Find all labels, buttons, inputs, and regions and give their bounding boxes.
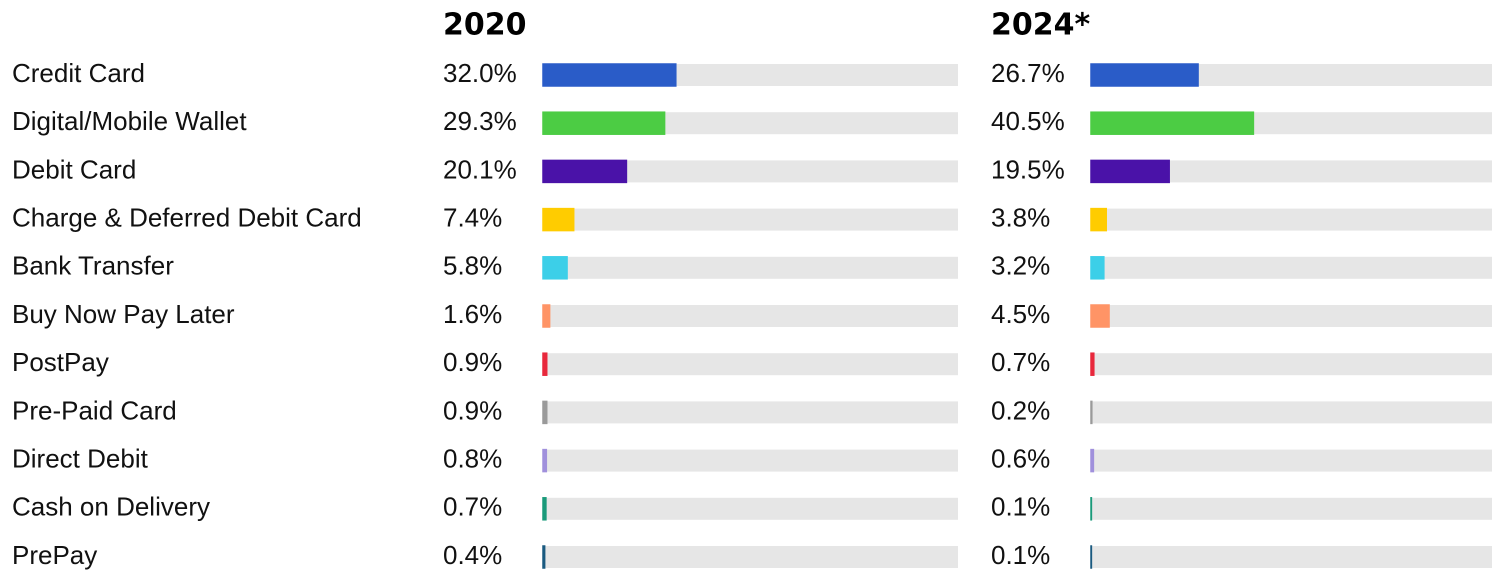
bar [1090,400,1093,425]
bar-track [1091,160,1492,183]
bar-track [1091,449,1492,472]
bar-track [1091,208,1492,231]
bar [542,400,548,425]
category-label: Digital/Mobile Wallet [12,106,247,136]
bar-track [543,160,958,183]
bar [542,111,666,135]
value-label: 0.7% [443,492,502,522]
category-label: Debit Card [12,154,136,184]
bar [1090,448,1095,473]
bar [542,159,628,184]
value-label: 26.7% [991,58,1065,88]
category-label: PostPay [12,347,109,377]
bar-track [543,401,958,424]
bar-track [1091,256,1492,279]
bar [542,256,568,280]
bar [1090,159,1170,184]
value-label: 0.8% [443,443,502,473]
bar-track [543,256,958,279]
value-label: 0.4% [443,540,502,570]
bar-track [543,353,958,376]
bar [542,304,551,328]
value-label: 19.5% [991,154,1065,184]
bar [542,545,546,569]
category-label: Cash on Delivery [12,492,210,522]
value-label: 40.5% [991,106,1065,136]
bar [1090,207,1107,232]
value-label: 7.4% [443,202,502,232]
bar-track [543,449,958,472]
value-label: 5.8% [443,251,502,281]
value-label: 0.1% [991,540,1050,570]
bar-track [543,546,958,568]
bar-track [1091,401,1492,424]
bar-track [1091,305,1492,327]
value-label: 3.2% [991,251,1050,281]
bar-track [1091,497,1492,520]
category-label: PrePay [12,540,97,570]
bar [1090,304,1110,328]
value-label: 0.9% [443,395,502,425]
bar-track [1091,546,1492,568]
value-label: 20.1% [443,154,517,184]
panel-title: 2020 [443,8,527,43]
bar [542,448,548,473]
category-label: Charge & Deferred Debit Card [12,202,362,232]
bar [542,207,575,232]
bar [542,497,547,521]
category-label: Buy Now Pay Later [12,299,235,329]
value-label: 32.0% [443,58,517,88]
category-label: Credit Card [12,58,145,88]
bar [1090,352,1095,376]
bar [1090,256,1105,280]
bar [1090,111,1255,135]
category-label: Pre-Paid Card [12,395,177,425]
value-label: 3.8% [991,202,1050,232]
value-label: 29.3% [443,106,517,136]
bar-track [543,208,958,231]
value-label: 0.7% [991,347,1050,377]
panel-title: 2024* [991,8,1090,43]
value-label: 0.6% [991,443,1050,473]
bar [1090,63,1199,87]
bar-track [543,305,958,327]
bar-track [543,497,958,520]
bar-track [1091,353,1492,376]
value-label: 0.2% [991,395,1050,425]
value-label: 0.9% [443,347,502,377]
bar [542,352,548,376]
bar [542,63,677,87]
category-label: Direct Debit [12,443,149,473]
category-label: Bank Transfer [12,251,174,281]
value-label: 4.5% [991,299,1050,329]
value-label: 1.6% [443,299,502,329]
value-label: 0.1% [991,492,1050,522]
